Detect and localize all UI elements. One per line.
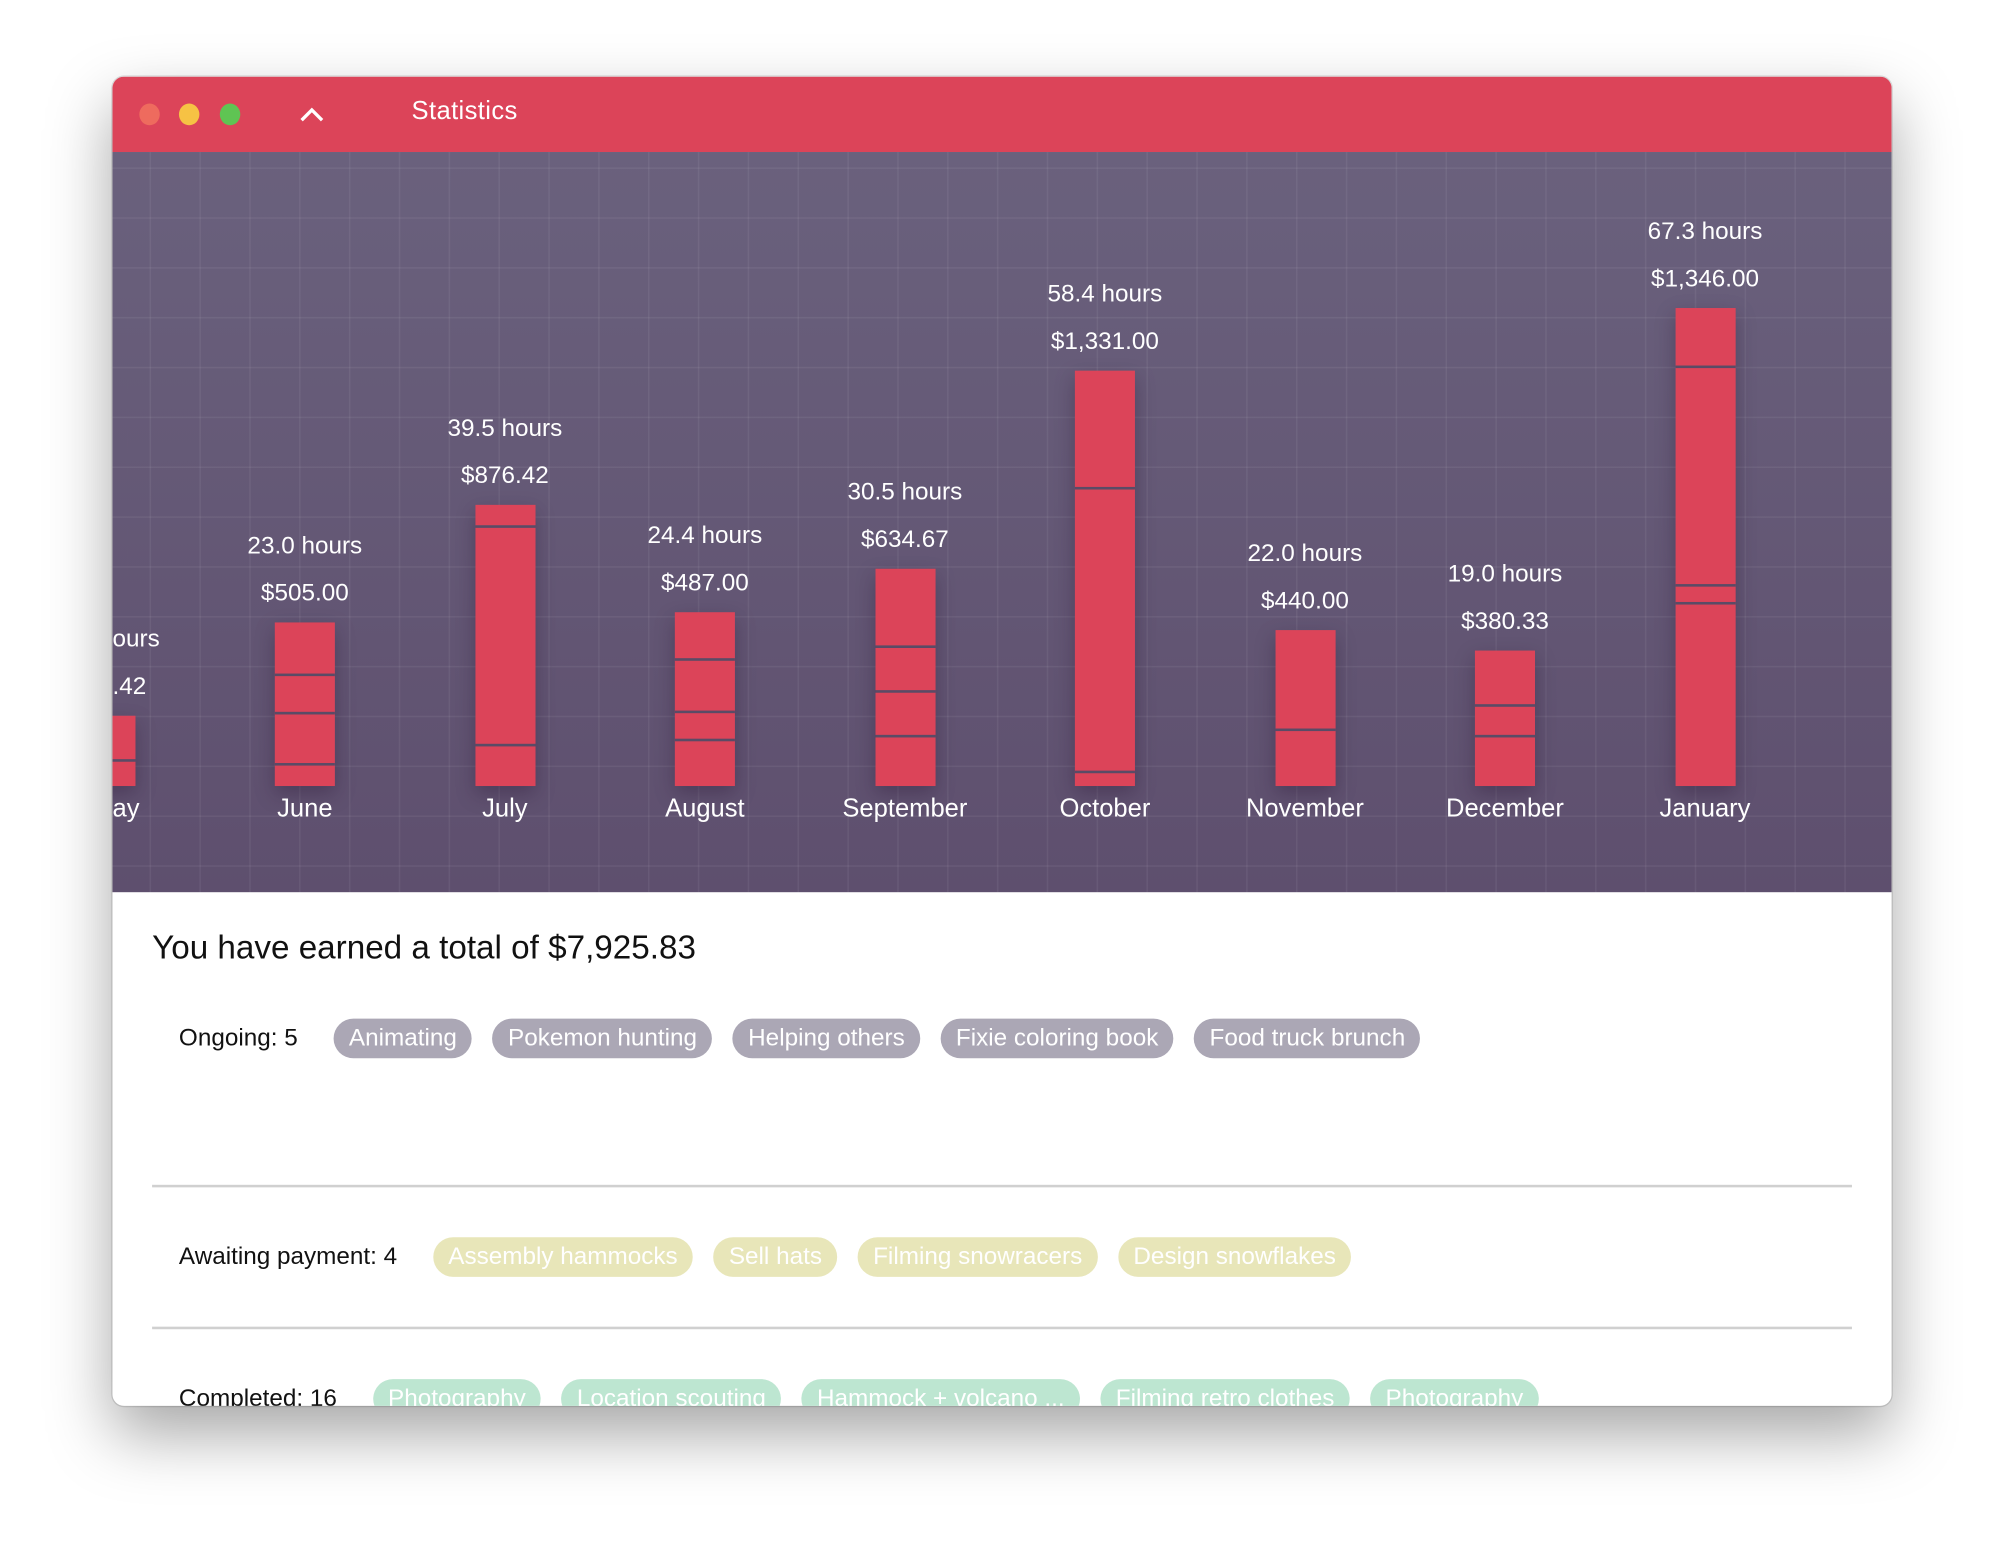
bar-segment xyxy=(874,645,935,691)
hours-label: 30.5 hours xyxy=(847,479,963,507)
bar-segment xyxy=(474,525,535,745)
title-bar: Statistics xyxy=(112,76,1892,153)
amount-label: $634.67 xyxy=(861,527,949,554)
bar-segment xyxy=(674,612,735,659)
bar-segment xyxy=(674,710,735,740)
ongoing-row: Ongoing: 5 Animating Pokemon hunting Helpi… xyxy=(178,1018,1421,1059)
bar-july[interactable] xyxy=(474,505,535,787)
bar-segment xyxy=(112,759,135,787)
hours-label: 67.3 hours xyxy=(1647,218,1763,246)
divider xyxy=(152,1184,1852,1188)
bar-segment xyxy=(1474,704,1535,735)
bar-december[interactable] xyxy=(1474,651,1535,787)
ongoing-label: Ongoing: 5 xyxy=(178,1024,298,1052)
bar-segment xyxy=(1074,770,1135,787)
month-label: December xyxy=(1445,794,1564,824)
bar-segment xyxy=(1274,728,1335,787)
monthly-hours-chart: ours .42 ay 23.0 hours $505.00 June 39.5 hours… xyxy=(112,152,1892,893)
ongoing-project-tag[interactable]: Fixie coloring book xyxy=(940,1018,1174,1059)
close-button[interactable] xyxy=(139,103,160,126)
bar-may[interactable] xyxy=(112,715,135,787)
project-summary: You have earned a total of $7,925.83 Ong… xyxy=(112,892,1891,1406)
bar-segment xyxy=(874,569,935,646)
bar-segment xyxy=(874,690,935,735)
bar-segment xyxy=(674,658,735,711)
minimize-button[interactable] xyxy=(178,103,200,126)
ongoing-project-tag[interactable]: Pokemon hunting xyxy=(492,1018,713,1059)
hours-label: 19.0 hours xyxy=(1447,561,1563,589)
completed-project-tag[interactable]: Filming retro clothes xyxy=(1100,1379,1350,1406)
month-label: November xyxy=(1245,794,1364,824)
divider xyxy=(152,1326,1852,1330)
ongoing-project-tag[interactable]: Helping others xyxy=(732,1018,921,1059)
bar-segment xyxy=(1074,371,1135,488)
awaiting-payment-project-tag[interactable]: Design snowflakes xyxy=(1118,1237,1352,1277)
bar-august[interactable] xyxy=(674,612,735,787)
hours-label: 24.4 hours xyxy=(647,523,763,551)
chevron-up-icon[interactable] xyxy=(299,105,325,123)
bar-october[interactable] xyxy=(1074,371,1135,787)
bar-segment xyxy=(274,673,335,713)
awaiting-payment-project-tag[interactable]: Assembly hammocks xyxy=(432,1237,694,1277)
bar-segment xyxy=(1074,487,1135,771)
amount-label: $487.00 xyxy=(660,570,749,598)
bar-segment xyxy=(112,715,135,760)
bar-september[interactable] xyxy=(874,569,935,787)
month-label: October xyxy=(1059,794,1151,824)
bar-segment xyxy=(874,734,935,787)
awaiting-payment-project-tag[interactable]: Sell hats xyxy=(713,1237,838,1277)
hours-label: 23.0 hours xyxy=(247,533,363,560)
bar-segment xyxy=(1474,734,1535,787)
bar-segment xyxy=(674,739,735,787)
hours-label: ours xyxy=(112,626,160,654)
statistics-window: Statistics ours .42 ay 23.0 hours $505.00 Jun… xyxy=(112,76,1892,1406)
bar-segment xyxy=(1674,307,1736,366)
month-label: June xyxy=(277,794,333,824)
amount-label: $1,346.00 xyxy=(1650,265,1760,293)
completed-project-tag[interactable]: Hammock + volcano ... xyxy=(801,1379,1080,1406)
month-label: January xyxy=(1659,794,1751,824)
ongoing-project-tag[interactable]: Animating xyxy=(333,1018,473,1059)
bar-segment xyxy=(1674,584,1736,602)
amount-label: $440.00 xyxy=(1261,587,1349,615)
amount-label: $876.42 xyxy=(460,463,549,490)
amount-label: $505.00 xyxy=(260,580,349,608)
hours-label: 58.4 hours xyxy=(1047,281,1163,309)
bar-november[interactable] xyxy=(1274,629,1335,787)
bar-january[interactable] xyxy=(1674,307,1736,787)
completed-label: Completed: 16 xyxy=(178,1384,337,1406)
zoom-button[interactable] xyxy=(219,103,241,126)
awaiting-payment-row: Awaiting payment: 4 Assembly hammocks Sel… xyxy=(178,1237,1352,1277)
awaiting-payment-label: Awaiting payment: 4 xyxy=(178,1242,398,1270)
bar-segment xyxy=(1674,365,1736,585)
ongoing-project-tag[interactable]: Food truck brunch xyxy=(1194,1018,1421,1059)
amount-label: $380.33 xyxy=(1461,608,1549,636)
bar-segment xyxy=(274,712,335,764)
bar-segment xyxy=(1474,651,1535,705)
total-earned: You have earned a total of $7,925.83 xyxy=(152,927,696,967)
completed-row: Completed: 16 Photography Location scouti… xyxy=(179,1379,1539,1406)
bar-segment xyxy=(274,763,335,787)
awaiting-payment-project-tag[interactable]: Filming snowracers xyxy=(857,1237,1098,1277)
amount-label: .42 xyxy=(112,673,147,701)
completed-project-tag[interactable]: Photography xyxy=(372,1379,542,1406)
bar-segment xyxy=(474,744,535,787)
completed-project-tag[interactable]: Location scouting xyxy=(561,1379,782,1406)
window-title: Statistics xyxy=(411,97,518,126)
bar-segment xyxy=(1674,601,1736,787)
month-label: August xyxy=(665,794,745,824)
bar-segment xyxy=(274,622,335,674)
bar-june[interactable] xyxy=(274,622,335,787)
month-label: September xyxy=(842,794,968,824)
month-label: ay xyxy=(112,794,140,824)
hours-label: 22.0 hours xyxy=(1247,540,1363,568)
hours-label: 39.5 hours xyxy=(447,415,563,443)
bar-segment xyxy=(474,505,535,526)
month-label: July xyxy=(482,794,528,824)
completed-project-tag[interactable]: Photography xyxy=(1370,1379,1539,1406)
amount-label: $1,331.00 xyxy=(1050,328,1159,356)
bar-segment xyxy=(1274,629,1335,729)
